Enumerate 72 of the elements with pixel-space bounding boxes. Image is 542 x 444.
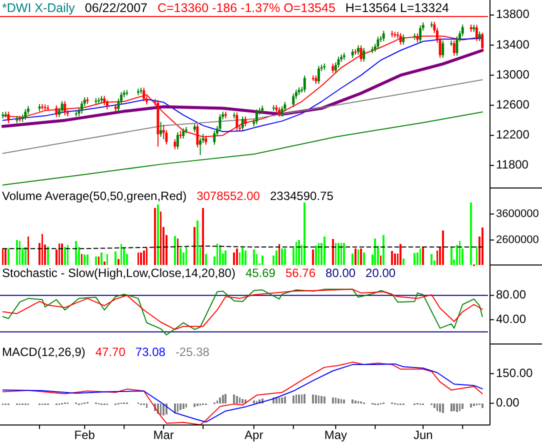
chart-title: Stochastic - Slow(High,Low,Close,14,20,80)	[2, 266, 236, 280]
x-tick-label: Mar	[153, 428, 174, 442]
candlestick	[255, 108, 258, 125]
candlestick	[103, 95, 106, 106]
candlestick	[452, 40, 456, 56]
candlestick	[241, 116, 244, 131]
y-tick-label: 0.00	[496, 395, 520, 410]
candlestick	[213, 130, 216, 146]
candlestick	[318, 65, 320, 84]
x-tick-label: May	[324, 428, 348, 442]
annotation: 56.76	[285, 266, 316, 280]
y-tick-label: 11800	[496, 158, 529, 172]
chart-title: Volume Average(50,50,green,Red)	[2, 189, 187, 203]
chart-title: *DWI X-Daily	[2, 1, 76, 15]
annotation: 2334590.75	[270, 189, 334, 203]
candlestick	[142, 87, 146, 102]
x-tick-label: Jun	[413, 428, 433, 442]
line-series	[2, 79, 483, 154]
annotation: -25.38	[175, 345, 210, 359]
candlestick	[419, 24, 422, 43]
candlestick	[360, 44, 362, 62]
y-tick-label: 2600000	[496, 234, 539, 246]
annotation: H=13564 L=13324	[345, 1, 450, 15]
candlestick	[481, 32, 484, 52]
candlestick	[357, 44, 360, 56]
annotation: 45.69	[245, 266, 276, 280]
candlestick	[278, 106, 280, 118]
candlestick	[60, 100, 64, 114]
candlestick	[292, 93, 295, 108]
candlestick	[199, 137, 202, 156]
candlestick	[182, 128, 185, 140]
annotation: 73.08	[135, 345, 166, 359]
line-series	[1, 48, 484, 128]
candlestick	[174, 138, 176, 150]
candlestick	[160, 121, 162, 138]
annotation: 20.00	[366, 266, 396, 280]
y-tick-label: 13400	[496, 37, 530, 52]
candlestick	[24, 108, 27, 120]
candlestick	[7, 111, 10, 124]
candlestick	[478, 31, 481, 42]
candlestick	[80, 100, 84, 114]
annotation: 47.70	[95, 345, 126, 359]
candlestick	[244, 116, 247, 127]
candlestick	[303, 74, 306, 93]
candlestick	[402, 34, 405, 46]
y-tick-label: 3600000	[496, 208, 539, 220]
candlestick	[332, 62, 334, 74]
candlestick	[442, 40, 444, 58]
x-tick-label: Feb	[74, 428, 96, 442]
annotation: 80.00	[326, 266, 356, 280]
candlestick	[176, 132, 179, 150]
line-series	[2, 112, 483, 186]
candlestick	[106, 99, 108, 110]
candlestick	[382, 30, 385, 42]
y-tick-label: 80.00	[496, 288, 526, 302]
annotation: 3078552.00	[196, 189, 260, 203]
candlestick	[362, 47, 366, 62]
y-tick-label: 12200	[496, 128, 530, 142]
y-tick-label: 40.00	[496, 312, 526, 326]
candlestick	[218, 114, 222, 132]
candlestick	[280, 106, 284, 118]
candlestick	[236, 112, 238, 131]
y-tick-label: 150.00	[496, 366, 534, 380]
y-tick-label: 12600	[496, 97, 530, 112]
y-tick-label: 13000	[496, 67, 530, 82]
candlestick	[64, 100, 66, 116]
x-tick-label: Apr	[244, 428, 264, 442]
candlestick	[55, 104, 58, 118]
annotation: 06/22/2007	[84, 1, 148, 15]
y-tick-label: 13800	[496, 7, 530, 22]
annotation: C=13360 -186 -1.37% O=13545	[157, 1, 336, 15]
chart-title: MACD(12,26,9)	[2, 345, 86, 359]
